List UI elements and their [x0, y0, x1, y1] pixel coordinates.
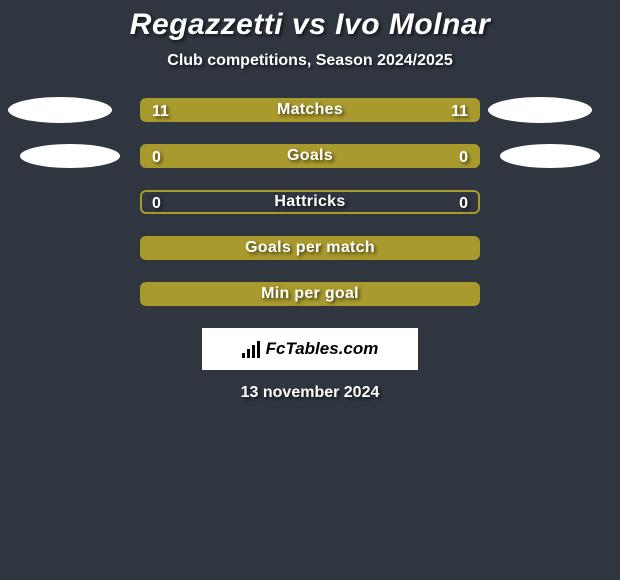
stat-label: Matches [277, 101, 343, 119]
stat-label: Hattricks [274, 193, 345, 211]
stat-pill: Hattricks 0 0 [140, 190, 480, 214]
comparison-infographic: Regazzetti vs Ivo Molnar Club competitio… [0, 0, 620, 580]
right-ellipse [488, 97, 592, 123]
subtitle: Club competitions, Season 2024/2025 [0, 52, 620, 70]
stat-right-value: 0 [459, 146, 468, 170]
stat-left-value: 0 [152, 192, 161, 216]
stat-row: Min per goal [0, 282, 620, 306]
stat-row: Goals 0 0 [0, 144, 620, 168]
stat-rows: Matches 11 11 Goals 0 0 Hattricks 0 0 Goals per m… [0, 98, 620, 306]
stat-label: Goals [287, 147, 333, 165]
stat-left-value: 0 [152, 146, 161, 170]
stat-left-value: 11 [152, 100, 169, 124]
stat-pill: Matches 11 11 [140, 98, 480, 122]
stat-row: Goals per match [0, 236, 620, 260]
stat-right-value: 11 [451, 100, 468, 124]
title: Regazzetti vs Ivo Molnar [0, 8, 620, 42]
stat-row: Matches 11 11 [0, 98, 620, 122]
left-ellipse [8, 97, 112, 123]
stat-pill: Goals 0 0 [140, 144, 480, 168]
right-ellipse [500, 144, 600, 168]
stat-right-value: 0 [459, 192, 468, 216]
stat-row: Hattricks 0 0 [0, 190, 620, 214]
logo-bars-icon [242, 340, 260, 358]
stat-pill: Goals per match [140, 236, 480, 260]
stat-label: Min per goal [261, 285, 359, 303]
stat-pill: Min per goal [140, 282, 480, 306]
logo-text: FcTables.com [266, 339, 379, 359]
stat-label: Goals per match [245, 239, 375, 257]
date-line: 13 november 2024 [0, 384, 620, 402]
left-ellipse [20, 144, 120, 168]
logo-box: FcTables.com [202, 328, 418, 370]
